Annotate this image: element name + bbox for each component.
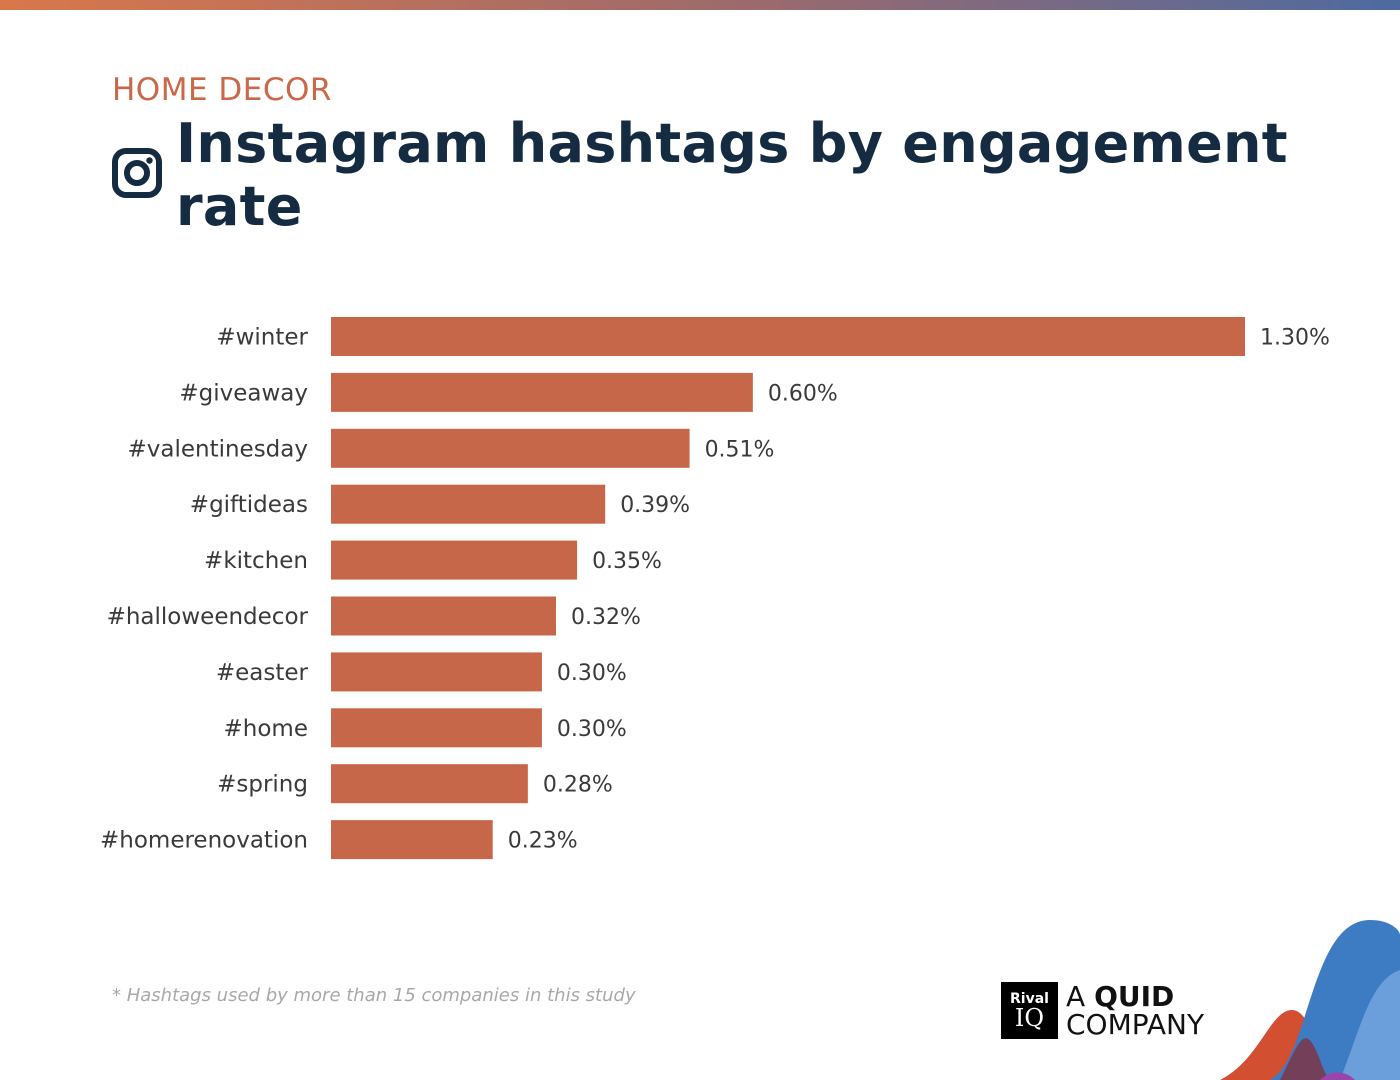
logo-company: COMPANY [1066,1007,1205,1041]
bar [331,820,493,860]
category-label: HOME DECOR [112,72,332,108]
footnote: * Hashtags used by more than 15 companie… [112,985,636,1006]
data-label: 0.30% [557,661,627,686]
category-label: #halloweendecor [107,604,309,630]
category-label: #kitchen [204,548,308,574]
bar [331,596,556,636]
category-label: #valentinesday [127,436,308,462]
category-label: #easter [216,660,309,686]
chart-title: Instagram hashtags by engagement rate [176,112,1288,238]
bar [331,372,753,412]
bar [331,317,1245,356]
data-label: 0.60% [768,381,838,406]
data-label: 0.30% [557,717,627,742]
category-label: #spring [217,772,308,798]
logo-quid: QUID [1094,979,1175,1013]
top-gradient-bar [0,0,1400,10]
bar [331,708,542,748]
category-label: #home [224,716,308,742]
page-title: Instagram hashtags by engagement rate [112,112,1400,238]
data-label: 0.39% [620,493,690,518]
category-label: #homerenovation [100,828,308,854]
instagram-icon [112,148,162,202]
logo-iq: IQ [1014,1003,1045,1032]
bar [331,428,690,468]
bar [331,652,542,692]
data-label: 0.28% [543,773,613,798]
decorative-waves [1220,920,1400,1080]
logo-a: A [1066,979,1086,1013]
bar [331,484,606,524]
data-label: 0.23% [508,829,578,854]
bar [331,764,528,804]
logo-rival: Rival [1010,990,1049,1007]
category-label: #giftideas [190,492,308,518]
data-label: 0.35% [592,549,662,574]
category-label: #giveaway [179,380,308,406]
bar [331,540,578,580]
rival-iq-logo: Rival IQ A QUID COMPANY [1001,982,1204,1039]
category-label: #winter [216,325,308,351]
data-label: 0.32% [571,605,641,630]
data-label: 1.30% [1260,326,1330,351]
data-label: 0.51% [705,437,775,462]
